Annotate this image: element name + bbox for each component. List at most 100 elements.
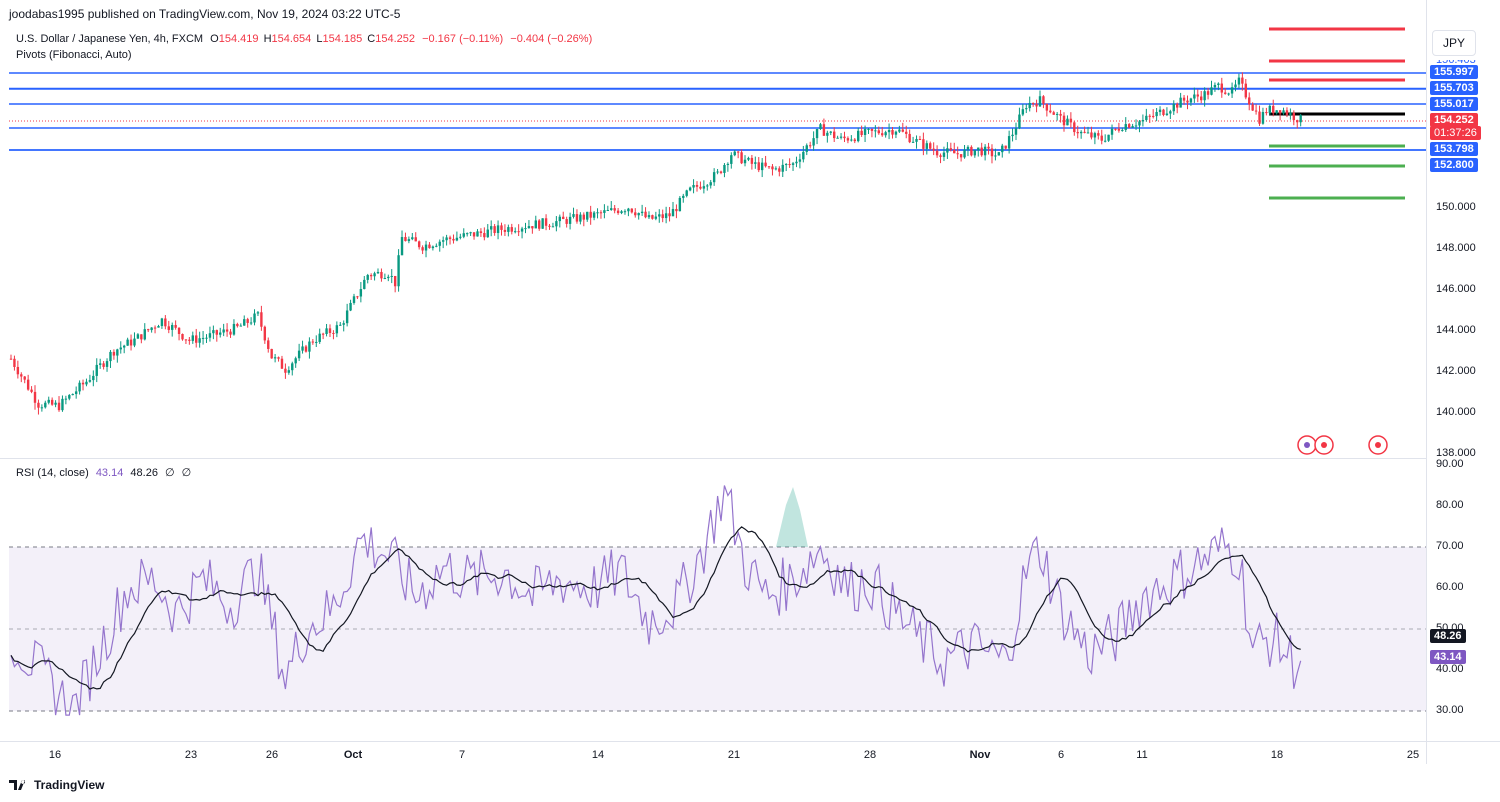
price-axis-label: 146.000: [1436, 283, 1476, 295]
candle-body: [147, 329, 150, 331]
us-flag-event-icon[interactable]: [1297, 435, 1317, 455]
candle-body: [1193, 94, 1196, 99]
candle-body: [1110, 128, 1114, 135]
candle-body: [273, 357, 277, 359]
candle-body: [764, 162, 767, 167]
time-axis-label: 23: [184, 749, 198, 761]
candle-body: [1275, 110, 1278, 114]
rsi-axis-label: 30.00: [1436, 704, 1464, 716]
candle-body: [112, 351, 116, 356]
time-axis-label: 28: [863, 749, 877, 761]
time-axis-label: 25: [1406, 749, 1420, 761]
candle-body: [23, 376, 26, 380]
candle-body: [541, 218, 544, 229]
symbol-name[interactable]: U.S. Dollar / Japanese Yen, 4h, FXCM: [16, 33, 204, 45]
candle-body: [939, 155, 942, 157]
candle-body: [469, 232, 472, 234]
candle-body: [476, 231, 479, 237]
candle-body: [808, 145, 812, 147]
candle-body: [1176, 103, 1179, 108]
pivots-legend[interactable]: Pivots (Fibonacci, Auto): [16, 49, 132, 61]
candle-body: [812, 138, 815, 146]
candle-body: [829, 131, 832, 133]
time-axis-border: [0, 741, 1500, 742]
candle-body: [400, 237, 404, 256]
candle-body: [174, 324, 177, 328]
rsi-line: [10, 485, 1302, 716]
candle-body: [1210, 87, 1213, 95]
candle-body: [1045, 103, 1049, 111]
candle-body: [1103, 140, 1107, 142]
candle-body: [1062, 115, 1066, 126]
candle-body: [1134, 125, 1138, 127]
pivot-tag: 155.017: [1430, 97, 1478, 111]
candle-body: [1124, 124, 1127, 130]
open-label: O: [210, 33, 219, 45]
time-axis-label: 6: [1057, 749, 1065, 761]
candle-body: [459, 236, 462, 238]
pane-divider[interactable]: [0, 458, 1426, 459]
candle-body: [1114, 128, 1117, 130]
candle-body: [654, 216, 658, 219]
candle-body: [393, 275, 397, 287]
candle-body: [13, 358, 16, 367]
candle-body: [74, 391, 78, 395]
candle-body: [1138, 121, 1141, 126]
candle-body: [688, 187, 692, 191]
candle-body: [915, 138, 918, 142]
candle-body: [140, 334, 143, 340]
candle-body: [44, 402, 47, 408]
rsi-legend-s2: ∅: [181, 467, 192, 479]
rsi-legend[interactable]: RSI (14, close) 43.14 48.26 ∅ ∅: [16, 466, 191, 479]
economic-event-icon[interactable]: [1314, 435, 1334, 455]
candle-body: [1035, 103, 1038, 107]
candle-body: [771, 166, 774, 170]
time-axis-label: 11: [1136, 749, 1148, 761]
candle-body: [1073, 122, 1076, 133]
currency-button[interactable]: JPY: [1432, 30, 1476, 56]
candle-body: [695, 185, 699, 187]
candle-body: [726, 163, 730, 165]
candle-body: [603, 210, 606, 213]
candle-body: [754, 162, 757, 164]
candle-body: [260, 312, 263, 327]
candle-body: [1011, 134, 1014, 137]
candle-body: [706, 185, 709, 187]
candle-body: [407, 239, 411, 242]
candle-body: [894, 131, 898, 135]
candle-body: [623, 211, 627, 213]
candle-body: [586, 211, 589, 220]
time-axis-label: 18: [1270, 749, 1284, 761]
candle-body: [249, 322, 253, 324]
candle-body: [1014, 128, 1018, 135]
candle-body: [565, 219, 568, 224]
candle-body: [483, 232, 486, 238]
rsi-legend-value: 43.14: [95, 467, 124, 479]
symbol-legend[interactable]: U.S. Dollar / Japanese Yen, 4h, FXCM O 15…: [16, 33, 592, 45]
candle-body: [1131, 126, 1134, 128]
rsi-name[interactable]: RSI (14, close): [16, 467, 89, 479]
tradingview-logo[interactable]: TradingView: [9, 778, 104, 792]
candle-body: [328, 328, 332, 333]
candle-body: [1007, 136, 1011, 149]
candle-body: [280, 358, 284, 369]
rsi-axis-label: 40.00: [1436, 663, 1464, 675]
candle-body: [1107, 134, 1110, 141]
candle-body: [33, 391, 37, 403]
candle-body: [836, 137, 839, 139]
economic-event-icon[interactable]: [1368, 435, 1388, 455]
candle-body: [380, 271, 383, 279]
candle-body: [397, 255, 400, 287]
candle-body: [983, 146, 987, 156]
high-value: 154.654: [271, 33, 312, 45]
candle-body: [558, 216, 561, 222]
candle-body: [133, 338, 136, 346]
candle-body: [441, 240, 445, 242]
candle-body: [905, 131, 908, 134]
candle-body: [387, 276, 390, 279]
candle-body: [678, 197, 682, 212]
rsi-ma-line: [10, 526, 1301, 690]
candle-body: [376, 271, 380, 274]
candle-body: [246, 319, 249, 323]
